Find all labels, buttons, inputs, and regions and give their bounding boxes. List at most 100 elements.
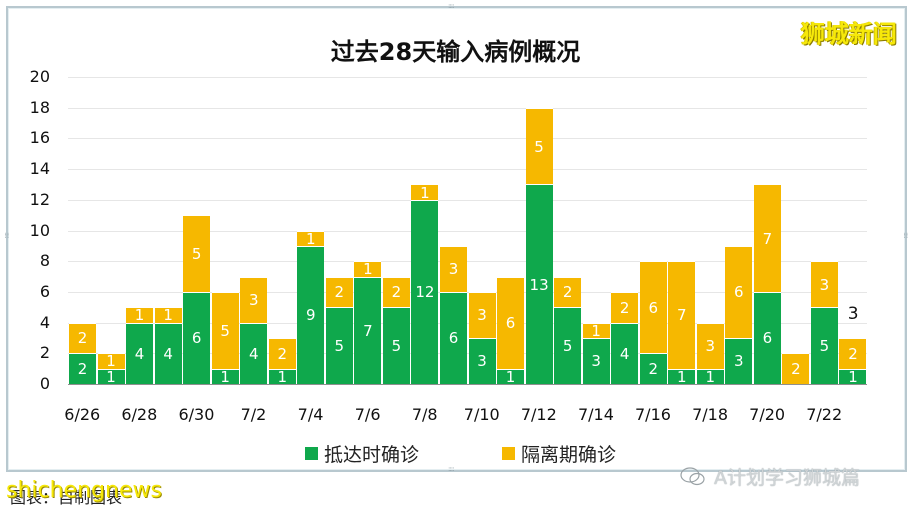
segment-arrival: 1 [668,368,696,386]
segment-quarantine: 1 [411,184,439,202]
x-tick-label: 7/4 [297,405,324,424]
segment-arrival: 7 [354,276,382,384]
segment-arrival: 5 [325,307,353,384]
gridline [68,291,867,293]
wechat-watermark: A计划学习狮城篇 [680,463,860,490]
x-tick-label: 7/18 [692,405,729,424]
segment-quarantine: 5 [211,291,239,369]
x-tick-label: 7/6 [354,405,381,424]
segment-arrival: 6 [439,291,467,384]
resize-handle-right[interactable]: :::: [902,232,910,238]
segment-quarantine: 7 [753,184,781,292]
segment-quarantine: 1 [154,306,182,324]
segment-quarantine: 1 [582,322,610,340]
segment-quarantine: 2 [554,276,582,308]
segment-arrival: 4 [611,322,639,384]
segment-arrival: 1 [497,368,525,386]
y-tick-label: 20 [29,67,50,86]
wechat-icon [680,466,705,485]
y-tick-label: 12 [29,189,50,209]
segment-quarantine: 2 [782,353,810,384]
x-tick-label: 7/20 [749,405,786,424]
legend-swatch-yellow [502,447,515,460]
x-tick-label: 7/14 [577,405,614,424]
y-tick-label: 10 [29,220,50,240]
site-watermark: shichengnews [6,478,162,503]
wechat-account-name: A计划学习狮城篇 [714,467,860,489]
segment-quarantine: 2 [382,276,410,308]
legend-item-arrival: 抵达时确诊 [305,440,419,467]
brand-watermark: 狮城新闻 [801,20,897,48]
segment-arrival: 3 [468,337,496,384]
resize-handle-top[interactable]: :::: [448,2,455,10]
segment-quarantine: 1 [354,260,382,278]
segment-arrival: 5 [810,307,838,384]
segment-quarantine: 2 [611,291,639,323]
y-tick-label: 18 [29,97,50,117]
segment-arrival: 1 [268,368,296,386]
segment-quarantine: 3 [468,291,496,338]
gridline [68,169,867,171]
y-tick-label: 2 [39,343,50,363]
gridline [68,322,867,324]
y-tick-label: 0 [39,374,50,393]
segment-quarantine: 5 [183,215,211,292]
gridline [68,107,867,109]
x-tick-label: 7/8 [411,405,438,424]
total-annotation: 3 [847,303,859,324]
resize-handle-left[interactable]: :::: [3,232,11,238]
segment-quarantine: 2 [69,322,97,354]
segment-arrival: 3 [582,337,610,384]
segment-arrival: 13 [525,184,553,384]
segment-quarantine: 3 [439,245,467,292]
y-tick-label: 4 [39,312,50,332]
x-tick-label: 7/16 [635,405,671,424]
segment-arrival: 1 [97,368,125,386]
y-tick-label: 16 [29,128,50,148]
segment-quarantine: 6 [497,276,525,369]
segment-quarantine: 3 [240,276,268,323]
y-tick-label: 6 [39,281,50,301]
segment-arrival: 6 [753,291,781,384]
segment-quarantine: 1 [126,306,154,324]
segment-arrival: 4 [154,322,182,384]
x-tick-label: 7/10 [463,405,500,424]
segment-arrival: 6 [183,291,211,384]
segment-quarantine: 2 [268,337,296,369]
x-tick-label: 7/12 [520,405,557,424]
gridline [68,261,867,263]
segment-arrival: 2 [639,353,667,384]
segment-quarantine: 7 [668,261,696,369]
x-tick-label: 6/28 [121,405,158,424]
legend-label: 抵达时确诊 [324,444,420,466]
segment-quarantine: 2 [325,276,353,308]
x-tick-label: 6/30 [178,405,215,424]
figure-caption: 图表：自制图表 [10,488,123,507]
segment-arrival: 9 [297,245,325,384]
segment-quarantine: 5 [525,107,553,185]
resize-handle-bottom[interactable]: :::: [448,465,455,473]
segment-arrival: 12 [411,199,439,384]
segment-quarantine: 6 [639,261,667,354]
y-tick-label: 8 [39,251,50,271]
gridline [68,230,867,232]
segment-arrival: 4 [240,322,268,384]
segment-quarantine: 6 [725,245,753,338]
